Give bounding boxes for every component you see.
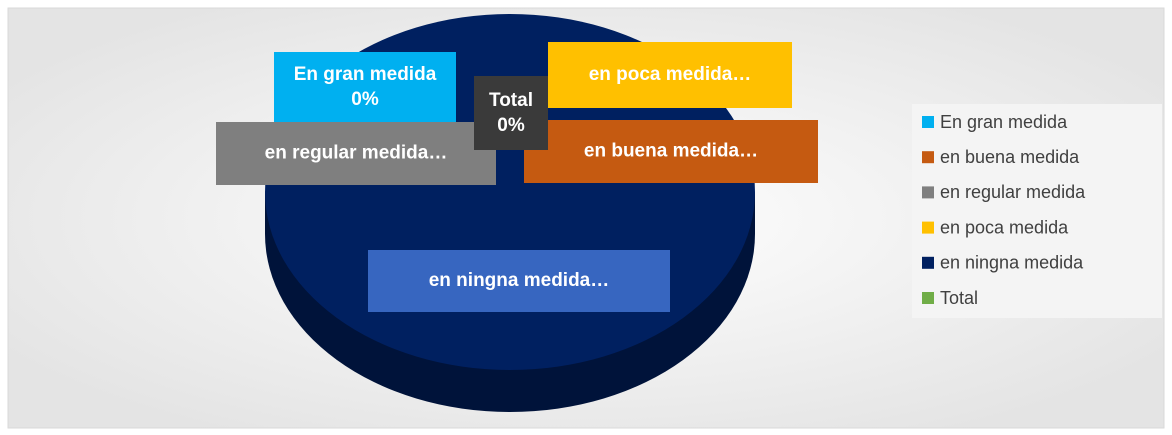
legend-label: en ningna medida xyxy=(940,253,1084,273)
legend-swatch xyxy=(922,256,934,269)
data-label-box xyxy=(216,122,496,185)
legend-label: en regular medida xyxy=(940,182,1086,202)
data-label-box xyxy=(474,76,548,150)
data-label: en buena medida… xyxy=(584,141,758,162)
data-label: en ningna medida… xyxy=(429,270,610,291)
data-label: En gran medida xyxy=(294,64,437,85)
data-label-box xyxy=(548,42,792,108)
legend-label: en poca medida xyxy=(940,217,1069,237)
data-label-box xyxy=(274,52,456,122)
legend-label: en buena medida xyxy=(940,147,1080,167)
legend-swatch xyxy=(922,221,934,234)
data-label: en regular medida… xyxy=(265,143,448,164)
legend-swatch xyxy=(922,186,934,199)
legend-label: Total xyxy=(940,288,978,308)
legend-swatch xyxy=(922,151,934,164)
legend-label: En gran medida xyxy=(940,112,1068,132)
data-label-value: 0% xyxy=(351,89,379,110)
legend-swatch xyxy=(922,292,934,304)
legend-box xyxy=(912,104,1162,318)
data-label: Total xyxy=(489,90,533,111)
data-label: en poca medida… xyxy=(589,64,752,85)
data-label-box xyxy=(368,250,670,312)
legend-swatch xyxy=(922,116,934,128)
data-label-box xyxy=(524,120,818,183)
data-label-value: 0% xyxy=(497,115,525,136)
